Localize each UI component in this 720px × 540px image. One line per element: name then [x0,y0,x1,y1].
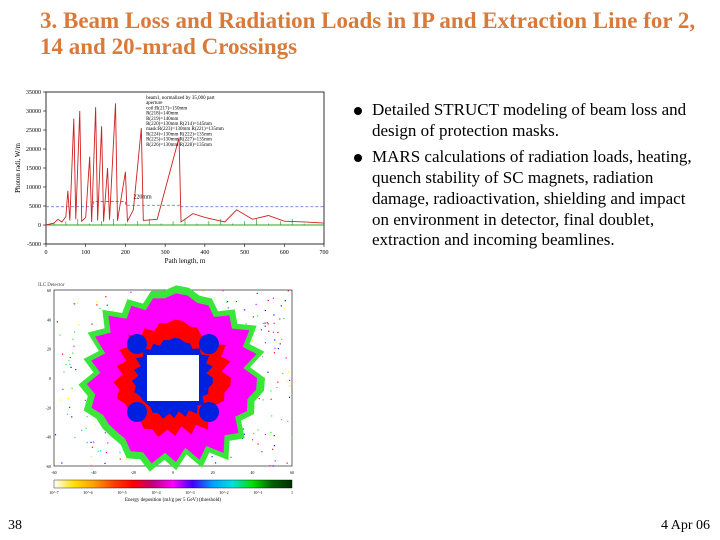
svg-text:-20: -20 [131,470,136,475]
svg-text:10^-1: 10^-1 [253,490,262,495]
svg-text:-60: -60 [46,464,51,469]
svg-text:10^-3: 10^-3 [185,490,194,495]
svg-text:0: 0 [45,250,48,256]
svg-text:0: 0 [49,376,51,381]
slide-title: 3. Beam Loss and Radiation Loads in IP a… [40,8,700,61]
bullet-list: Detailed STRUCT modeling of beam loss an… [350,100,698,257]
svg-text:300: 300 [161,250,170,256]
slide-date: 4 Apr 06 [661,518,710,534]
svg-text:30000: 30000 [26,109,41,115]
svg-text:200: 200 [121,250,130,256]
svg-text:-5000: -5000 [27,242,41,248]
svg-text:0: 0 [172,470,174,475]
svg-text:10^-5: 10^-5 [117,490,126,495]
svg-text:Energy deposition (mJ/g per 5: Energy deposition (mJ/g per 5 GeV) (thre… [125,498,221,503]
svg-text:10^-2: 10^-2 [219,490,228,495]
bullet-item: MARS calculations of radiation loads, he… [350,147,698,251]
svg-text:35000: 35000 [26,90,41,96]
svg-text:100: 100 [81,250,90,256]
svg-text:600: 600 [280,250,289,256]
svg-text:ILC Detector: ILC Detector [38,283,65,288]
svg-text:10^-4: 10^-4 [151,490,160,495]
svg-text:10^-6: 10^-6 [83,490,92,495]
svg-text:1: 1 [291,490,293,495]
svg-text:-60: -60 [51,470,56,475]
svg-text:220mm: 220mm [133,194,152,200]
svg-text:10^-7: 10^-7 [49,490,58,495]
svg-text:500: 500 [240,250,249,256]
svg-text:5000: 5000 [29,204,41,210]
svg-text:40: 40 [47,317,51,322]
svg-text:40: 40 [250,470,254,475]
svg-text:25000: 25000 [26,128,41,134]
svg-text:15000: 15000 [26,166,41,172]
title-text: 3. Beam Loss and Radiation Loads in IP a… [40,8,695,59]
svg-text:700: 700 [320,250,329,256]
svg-text:20: 20 [211,470,215,475]
svg-text:0: 0 [38,223,41,229]
svg-text:10000: 10000 [26,185,41,191]
beam-loss-chart: -500005000100001500020000250003000035000… [10,86,330,266]
svg-text:-40: -40 [91,470,96,475]
svg-text:60: 60 [290,470,294,475]
svg-text:60: 60 [47,288,51,293]
svg-text:400: 400 [200,250,209,256]
svg-text:Photon radi, W/m: Photon radi, W/m [14,143,22,193]
svg-text:Path length, m: Path length, m [165,257,206,265]
svg-text:20000: 20000 [26,147,41,153]
svg-text:-20: -20 [46,405,51,410]
svg-text:20: 20 [47,347,51,352]
svg-text:R(226)=130mm R(228)=135mm: R(226)=130mm R(228)=135mm [146,143,212,148]
energy-deposition-heatmap: ILC Detector -60-60 -40 -40 -20 -20 0 0 20 20 40 40… [32,278,302,508]
bullet-item: Detailed STRUCT modeling of beam loss an… [350,100,698,141]
slide-number: 38 [8,518,22,534]
svg-text:-40: -40 [46,435,51,440]
